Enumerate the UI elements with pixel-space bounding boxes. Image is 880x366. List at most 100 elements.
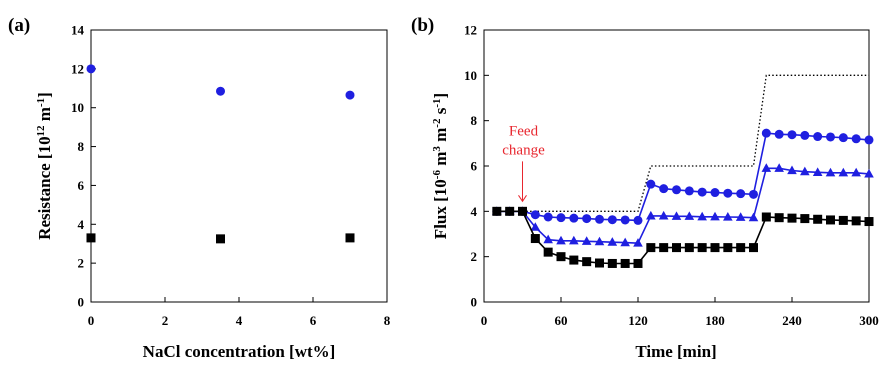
panel-b-series-3-point — [569, 255, 579, 265]
panel-a-x-axis-title: NaCl concentration [wt%] — [143, 342, 336, 361]
panel-b-series-1-point — [672, 185, 681, 195]
panel-b-series-1-point — [787, 130, 797, 140]
panel-a-x-tick-label: 6 — [310, 313, 317, 328]
panel-b-y-tick-label: 10 — [464, 68, 477, 83]
panel-b-x-tick-label: 180 — [705, 313, 725, 328]
panel-b-series-3-point — [543, 247, 553, 257]
panel-b-series-1-point — [851, 134, 861, 144]
panel-b-series-1-point — [736, 189, 746, 199]
panel-a-label: (a) — [8, 15, 30, 36]
panel-b-series-3-point — [774, 213, 784, 223]
panel-b-series-2-point — [787, 165, 797, 175]
panel-b-x-tick-label: 0 — [481, 313, 488, 328]
panel-b-series-3-point — [595, 258, 604, 268]
panel-b-series-2-point — [723, 212, 733, 221]
panel-b-series-3-point — [838, 215, 848, 225]
panel-b-series-2-point — [581, 236, 592, 245]
panel-b-series-3-point — [659, 243, 669, 253]
panel-b-series-2-point — [864, 168, 874, 178]
panel-b-series-3-point — [646, 243, 656, 253]
panel-b-series-2-point — [633, 238, 643, 247]
panel-b-series-1-point — [813, 132, 823, 142]
panel-b-y-tick-label: 4 — [471, 204, 478, 219]
panel-b-series-2-point — [761, 163, 772, 172]
panel-b-series-2-point — [594, 236, 605, 246]
panel-b-plot-frame — [483, 29, 870, 303]
panel-b-series-2-line — [496, 167, 870, 244]
panel-b-series-1-point — [607, 215, 617, 225]
panel-b-series-2-point — [556, 235, 566, 245]
panel-b-y-tick-label: 12 — [464, 23, 477, 38]
panel-b-series-2-point — [646, 210, 656, 220]
panel-b-x-tick-label: 240 — [782, 313, 802, 328]
panel-a-y-tick-label: 8 — [78, 139, 85, 154]
panel-b-series-3-point — [800, 214, 810, 224]
panel-b-series-1-point — [749, 189, 758, 199]
panel-a-y-tick-label: 4 — [78, 217, 85, 232]
panel-b-series-3-point — [492, 206, 502, 216]
panel-b-y-axis-title: Flux [10-6 m3 m-2 s-1] — [431, 93, 450, 239]
panel-b-series-2-point — [851, 167, 861, 177]
panel-b-series-3-point — [749, 243, 758, 253]
panel-a-y-ticks: 0 2 4 6 8 10 12 14 — [71, 23, 96, 310]
panel-a-y-tick-label: 12 — [71, 61, 84, 76]
panel-a: (a) 0 2 4 6 8 10 12 14 0 2 4 6 8 NaCl concentration… — [8, 15, 391, 361]
panel-b-series-2-point — [774, 163, 784, 172]
panel-b-series-3-point — [723, 243, 733, 253]
panel-b-label: (b) — [411, 15, 434, 36]
panel-b-series-2-point — [684, 211, 695, 220]
panel-b-series-2-point — [671, 211, 682, 220]
panel-a-series-2-point — [345, 233, 355, 243]
panel-b-series-1-point — [761, 128, 771, 138]
panel-a-y-tick-label: 14 — [71, 23, 85, 38]
panel-b-series-2-point — [697, 211, 707, 221]
panel-b-x-ticks: 0 60 120 180 240 300 — [481, 297, 879, 328]
panel-b-y-tick-label: 6 — [471, 159, 478, 174]
feed-change-arrow-head — [518, 195, 527, 203]
panel-b-series-1-line — [496, 132, 870, 222]
panel-b-series-1-point — [710, 188, 720, 198]
panel-b-x-tick-label: 60 — [555, 313, 568, 328]
panel-a-series-1-point — [345, 90, 355, 100]
panel-a-y-tick-label: 10 — [71, 100, 84, 115]
panel-b-series-3-point — [697, 243, 707, 253]
panel-b-x-tick-label: 300 — [859, 313, 879, 328]
panel-a-x-ticks: 0 2 4 6 8 — [88, 297, 391, 328]
panel-b-series-2-point — [658, 210, 669, 220]
panel-b-series-3-point — [813, 214, 823, 224]
panel-b-series-3-point — [761, 212, 771, 222]
panel-b-series — [492, 74, 874, 268]
panel-b-series-1-point — [530, 210, 540, 220]
panel-b-series-3-point — [684, 243, 694, 253]
panel-b-series-3-point — [826, 215, 835, 225]
feed-change-annotation: Feed change — [502, 123, 545, 203]
panel-b-y-tick-label: 8 — [471, 113, 478, 128]
panel-b-series-3-point — [582, 257, 592, 267]
panel-b-y-tick-label: 2 — [471, 249, 478, 264]
panel-b-series-1-point — [646, 179, 656, 189]
panel-b-series-1-point — [556, 213, 566, 223]
panel-b-series-2-point — [543, 234, 553, 244]
panel-b-series-3-point — [710, 243, 720, 253]
panel-b-y-tick-label: 0 — [471, 295, 478, 310]
panel-b-series-3-point — [505, 206, 515, 216]
panel-b-x-axis-title: Time [min] — [635, 342, 716, 361]
panel-b-series-3-point — [787, 213, 797, 223]
panel-b-series-1-point — [595, 214, 604, 224]
panel-b-x-tick-label: 120 — [628, 313, 648, 328]
panel-b-series-1-point — [826, 132, 835, 142]
panel-b-series-1-point — [620, 215, 630, 225]
panel-b-y-ticks: 0 2 4 6 8 10 12 — [464, 23, 489, 310]
panel-b-series-3-point — [736, 243, 746, 253]
panel-b: (b) 0 2 4 6 8 10 12 0 60 120 180 240 300 Feed chang… — [411, 15, 879, 361]
panel-a-series-1-point — [86, 64, 96, 74]
panel-b-series-3-point — [518, 206, 527, 216]
panel-b-series-2-point — [800, 166, 810, 176]
panel-b-series-3-point — [672, 243, 681, 253]
panel-a-series-2-point — [216, 234, 225, 244]
panel-b-series-1-point — [723, 188, 733, 198]
panel-b-series-2-point — [569, 235, 579, 245]
panel-b-series-2-point — [710, 211, 720, 221]
feed-change-label-line1: Feed — [509, 123, 539, 139]
